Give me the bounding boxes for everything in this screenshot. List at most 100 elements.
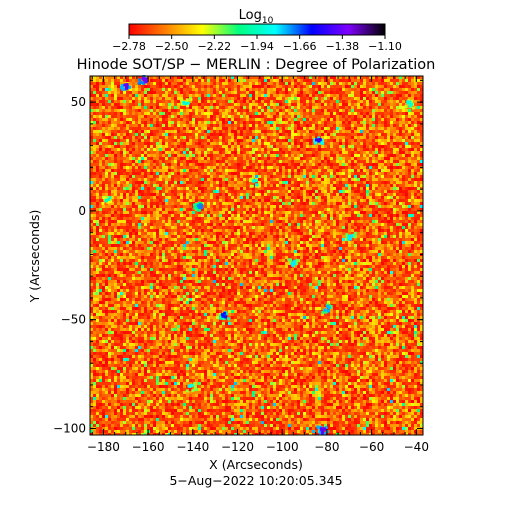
heatmap-cell [342,199,345,202]
heatmap-cell [291,118,294,121]
heatmap-cell [198,163,201,166]
heatmap-cell [132,106,135,109]
heatmap-cell [237,109,240,112]
heatmap-cell [315,151,318,154]
heatmap-cell [357,118,360,121]
heatmap-cell [330,151,333,154]
heatmap-cell [147,118,150,121]
heatmap-cell [102,157,105,160]
heatmap-cell [396,103,399,106]
heatmap-cell [102,151,105,154]
heatmap-cell [102,148,105,151]
heatmap-cell [108,154,111,157]
heatmap-cell [402,178,405,181]
heatmap-cell [252,112,255,115]
heatmap-cell [186,139,189,142]
heatmap-cell [321,148,324,151]
heatmap-cell [198,112,201,115]
heatmap-cell [120,208,123,211]
heatmap-cell [219,178,222,181]
heatmap-cell [120,163,123,166]
heatmap-cell [306,166,309,169]
heatmap-cell [306,193,309,196]
heatmap-cell [126,106,129,109]
heatmap-cell [132,97,135,100]
heatmap-cell [108,85,111,88]
heatmap-cell [141,133,144,136]
heatmap-cell [414,181,417,184]
heatmap-cell [246,97,249,100]
heatmap-cell [162,88,165,91]
heatmap-cell [168,82,171,85]
heatmap-cell [135,208,138,211]
heatmap-cell [279,79,282,82]
heatmap-cell [258,127,261,130]
heatmap-cell [102,130,105,133]
heatmap-cell [138,208,141,211]
heatmap-cell [402,124,405,127]
heatmap-cell [252,85,255,88]
heatmap-cell [159,142,162,145]
heatmap-cell [282,154,285,157]
heatmap-cell [135,142,138,145]
heatmap-cell [351,139,354,142]
heatmap-cell [252,148,255,151]
heatmap-cell [405,91,408,94]
heatmap-cell [144,139,147,142]
heatmap-cell [324,193,327,196]
heatmap-cell [249,172,252,175]
heatmap-cell [243,202,246,205]
heatmap-cell [183,136,186,139]
heatmap-cell [342,187,345,190]
heatmap-cell [114,199,117,202]
heatmap-cell [129,190,132,193]
heatmap-cell [207,184,210,187]
heatmap-cell [177,115,180,118]
heatmap-cell [243,166,246,169]
heatmap-cell [396,124,399,127]
heatmap-cell [210,199,213,202]
heatmap-cell [366,175,369,178]
heatmap-cell [156,127,159,130]
heatmap-cell [195,133,198,136]
heatmap-cell [177,202,180,205]
heatmap-cell [387,136,390,139]
heatmap-cell [393,91,396,94]
heatmap-cell [369,139,372,142]
heatmap-cell [117,202,120,205]
heatmap-cell [378,127,381,130]
heatmap-cell [147,145,150,148]
heatmap-cell [408,145,411,148]
heatmap-cell [387,115,390,118]
heatmap-cell [414,184,417,187]
heatmap-cell [96,121,99,124]
heatmap-cell [342,205,345,208]
heatmap-cell [138,199,141,202]
heatmap-cell [93,154,96,157]
heatmap-cell [225,145,228,148]
heatmap-cell [234,121,237,124]
heatmap-cell [369,115,372,118]
heatmap-cell [156,112,159,115]
heatmap-cell [246,160,249,163]
heatmap-cell [102,97,105,100]
heatmap-cell [381,166,384,169]
heatmap-cell [276,199,279,202]
heatmap-cell [114,160,117,163]
heatmap-cell [216,100,219,103]
heatmap-cell [396,118,399,121]
heatmap-cell [144,91,147,94]
heatmap-cell [219,205,222,208]
heatmap-cell [282,91,285,94]
heatmap-cell [135,196,138,199]
heatmap-cell [210,100,213,103]
heatmap-cell [183,187,186,190]
heatmap-cell [333,124,336,127]
heatmap-cell [162,151,165,154]
heatmap-cell [312,154,315,157]
heatmap-cell [171,124,174,127]
heatmap-cell [114,178,117,181]
heatmap-cell [96,184,99,187]
heatmap-cell [111,136,114,139]
heatmap-cell [276,145,279,148]
